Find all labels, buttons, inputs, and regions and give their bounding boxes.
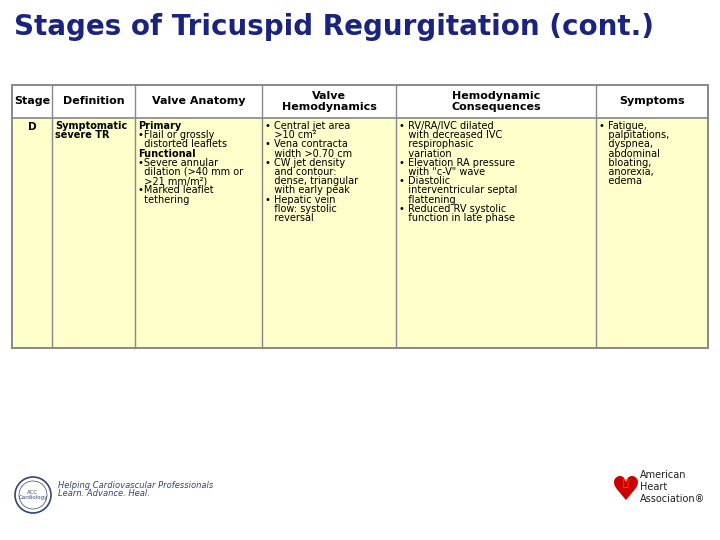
Text: ACC
Cardiology: ACC Cardiology bbox=[18, 490, 48, 501]
Text: severe TR: severe TR bbox=[55, 130, 109, 140]
Text: •Marked leaflet: •Marked leaflet bbox=[138, 185, 214, 195]
Text: respirophasic: respirophasic bbox=[400, 139, 474, 150]
Text: •Severe annular: •Severe annular bbox=[138, 158, 218, 168]
Text: Hemodynamic
Consequences: Hemodynamic Consequences bbox=[451, 91, 541, 112]
Text: >21 mm/m²): >21 mm/m²) bbox=[138, 176, 207, 186]
Text: Helping Cardiovascular Professionals: Helping Cardiovascular Professionals bbox=[58, 481, 213, 490]
Text: anorexia,: anorexia, bbox=[598, 167, 653, 177]
Text: 🔥: 🔥 bbox=[622, 477, 628, 487]
Text: Valve Anatomy: Valve Anatomy bbox=[152, 97, 246, 106]
Text: with "c-V" wave: with "c-V" wave bbox=[400, 167, 485, 177]
Text: abdominal: abdominal bbox=[598, 148, 660, 159]
Text: dilation (>40 mm or: dilation (>40 mm or bbox=[138, 167, 243, 177]
Text: Stages of Tricuspid Regurgitation (cont.): Stages of Tricuspid Regurgitation (cont.… bbox=[14, 13, 654, 41]
Text: • Central jet area: • Central jet area bbox=[265, 121, 351, 131]
Text: American
Heart
Association®: American Heart Association® bbox=[640, 470, 706, 504]
Text: ♥: ♥ bbox=[610, 474, 640, 507]
Text: function in late phase: function in late phase bbox=[400, 213, 516, 223]
Text: Primary: Primary bbox=[138, 121, 181, 131]
Text: dyspnea,: dyspnea, bbox=[598, 139, 652, 150]
Text: flow: systolic: flow: systolic bbox=[265, 204, 337, 214]
Text: flattening: flattening bbox=[400, 194, 456, 205]
Text: interventricular septal: interventricular septal bbox=[400, 185, 518, 195]
Text: Symptomatic: Symptomatic bbox=[55, 121, 127, 131]
Text: • RV/RA/IVC dilated: • RV/RA/IVC dilated bbox=[400, 121, 494, 131]
Text: palpitations,: palpitations, bbox=[598, 130, 669, 140]
Text: tethering: tethering bbox=[138, 194, 189, 205]
Bar bbox=[12, 85, 708, 348]
Text: • Elevation RA pressure: • Elevation RA pressure bbox=[400, 158, 516, 168]
Text: Stage: Stage bbox=[14, 97, 50, 106]
Text: •Flail or grossly: •Flail or grossly bbox=[138, 130, 215, 140]
Text: distorted leaflets: distorted leaflets bbox=[138, 139, 228, 150]
Text: width >0.70 cm: width >0.70 cm bbox=[265, 148, 352, 159]
Bar bbox=[12, 118, 708, 348]
Text: • Reduced RV systolic: • Reduced RV systolic bbox=[400, 204, 506, 214]
Text: Symptoms: Symptoms bbox=[619, 97, 685, 106]
Text: • Diastolic: • Diastolic bbox=[400, 176, 451, 186]
Bar bbox=[12, 85, 708, 118]
Text: reversal: reversal bbox=[265, 213, 314, 223]
Text: Definition: Definition bbox=[63, 97, 125, 106]
Text: D: D bbox=[27, 122, 36, 132]
Text: with decreased IVC: with decreased IVC bbox=[400, 130, 503, 140]
Text: • Fatigue,: • Fatigue, bbox=[598, 121, 647, 131]
Text: >10 cm²: >10 cm² bbox=[265, 130, 317, 140]
Text: variation: variation bbox=[400, 148, 452, 159]
Text: dense, triangular: dense, triangular bbox=[265, 176, 359, 186]
Text: with early peak: with early peak bbox=[265, 185, 350, 195]
Text: Functional: Functional bbox=[138, 148, 196, 159]
Text: Valve
Hemodynamics: Valve Hemodynamics bbox=[282, 91, 377, 112]
Text: • CW jet density: • CW jet density bbox=[265, 158, 346, 168]
Text: Learn. Advance. Heal.: Learn. Advance. Heal. bbox=[58, 489, 150, 498]
Text: edema: edema bbox=[598, 176, 642, 186]
Text: • Hepatic vein: • Hepatic vein bbox=[265, 194, 336, 205]
Text: and contour:: and contour: bbox=[265, 167, 337, 177]
Text: bloating,: bloating, bbox=[598, 158, 651, 168]
Text: • Vena contracta: • Vena contracta bbox=[265, 139, 348, 150]
